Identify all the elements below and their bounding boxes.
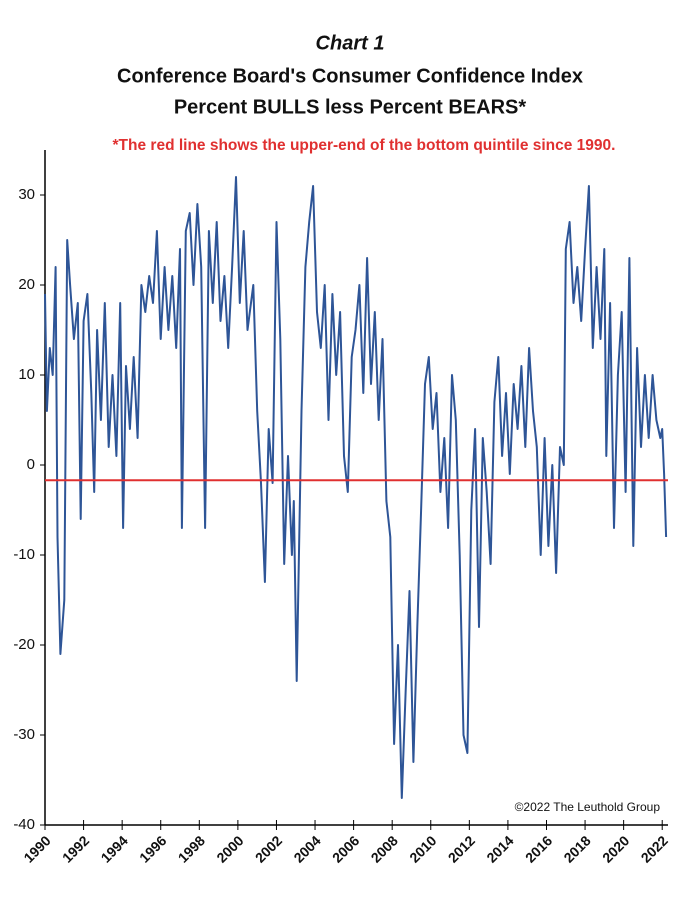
y-tick-label: 10 bbox=[18, 366, 35, 383]
x-tick-label: 1996 bbox=[136, 832, 169, 865]
x-tick-label: 2006 bbox=[329, 832, 362, 865]
x-tick-label: 2016 bbox=[522, 832, 555, 865]
x-tick-label: 2012 bbox=[445, 832, 478, 865]
y-tick-label: -30 bbox=[13, 726, 35, 743]
x-tick-label: 1998 bbox=[175, 832, 208, 865]
x-tick-label: 1992 bbox=[59, 832, 92, 865]
y-tick-label: -40 bbox=[13, 816, 35, 833]
x-tick-label: 2022 bbox=[638, 832, 671, 865]
annotation: *The red line shows the upper-end of the… bbox=[113, 137, 616, 154]
y-tick-label: -10 bbox=[13, 546, 35, 563]
y-tick-label: 30 bbox=[18, 186, 35, 203]
x-tick-label: 2018 bbox=[560, 832, 593, 865]
x-tick-label: 2008 bbox=[368, 832, 401, 865]
y-tick-label: -20 bbox=[13, 636, 35, 653]
x-tick-label: 2010 bbox=[406, 832, 439, 865]
x-tick-label: 2014 bbox=[483, 832, 516, 865]
data-line bbox=[44, 176, 668, 799]
x-tick-label: 2000 bbox=[213, 832, 246, 865]
x-tick-label: 1990 bbox=[20, 832, 53, 865]
chart-subtitle: Percent BULLS less Percent BEARS* bbox=[174, 96, 527, 118]
chart-title: Chart 1 bbox=[316, 32, 385, 54]
x-tick-label: 2004 bbox=[290, 832, 323, 865]
source-note: ©2022 The Leuthold Group bbox=[515, 800, 661, 814]
x-tick-label: 2002 bbox=[252, 832, 285, 865]
y-tick-label: 0 bbox=[27, 456, 35, 473]
x-tick-label: 1994 bbox=[98, 832, 131, 865]
chart-subtitle: Conference Board's Consumer Confidence I… bbox=[117, 65, 583, 87]
y-tick-label: 20 bbox=[18, 276, 35, 293]
x-tick-label: 2020 bbox=[599, 832, 632, 865]
